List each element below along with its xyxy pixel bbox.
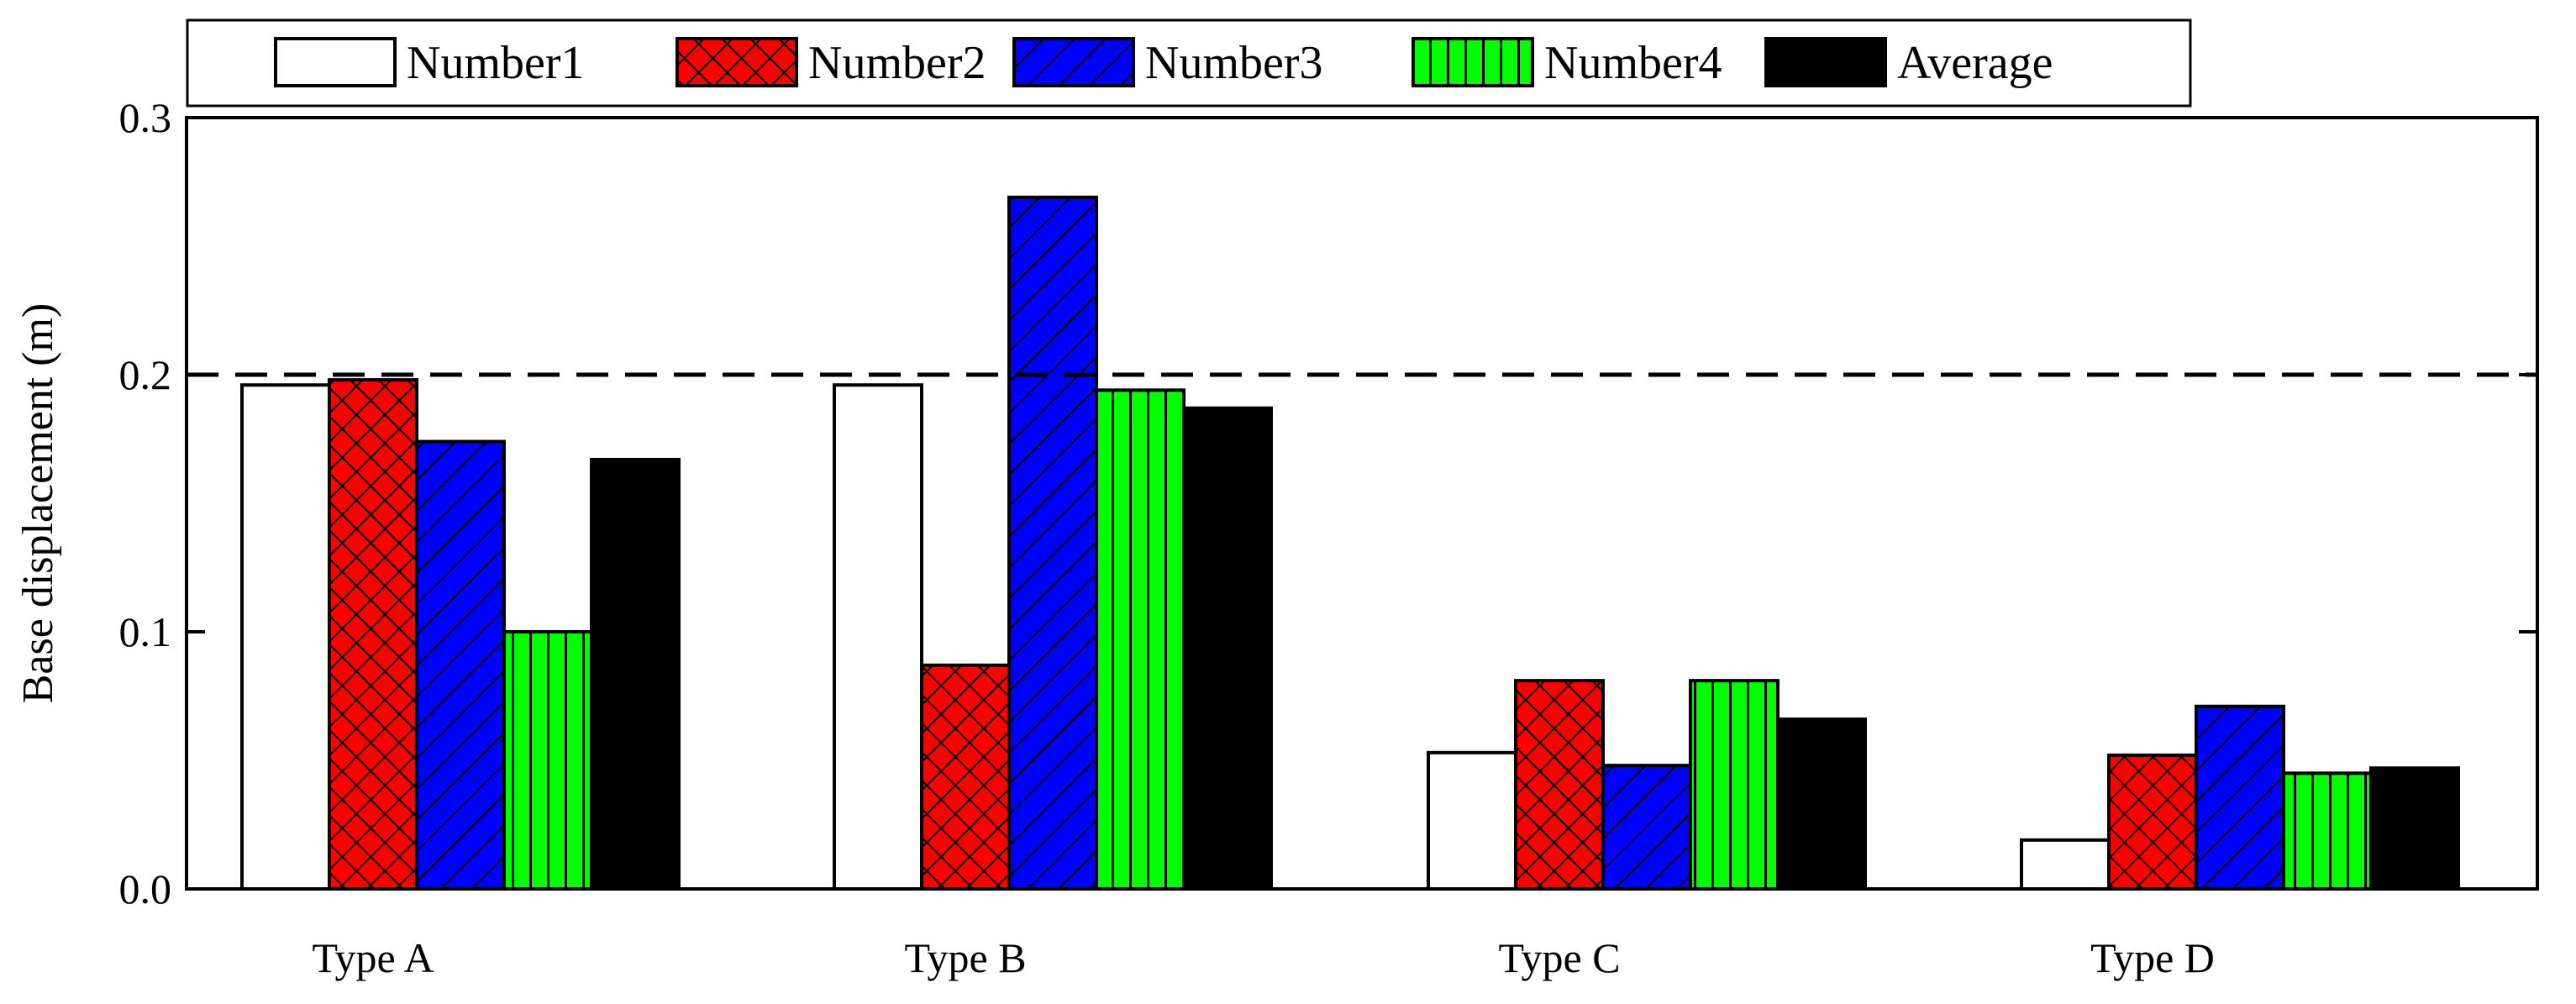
legend-swatch bbox=[1764, 37, 1887, 87]
bar-number4-type-c bbox=[1689, 679, 1780, 891]
legend-label: Number4 bbox=[1544, 37, 1722, 89]
legend: Number1 Number2 Number3 Number4 Average bbox=[274, 37, 2053, 89]
bar-number1-type-d bbox=[2020, 838, 2111, 891]
y-axis: 0.0 0.1 0.2 0.3 bbox=[119, 94, 2537, 912]
bar-number3-type-a bbox=[415, 439, 506, 891]
bar-average-type-c bbox=[1776, 718, 1867, 891]
bar-number1-type-c bbox=[1427, 750, 1517, 891]
x-tick-label: Type B bbox=[904, 934, 1026, 981]
y-tick-label: 0.3 bbox=[119, 94, 172, 141]
y-tick-label: 0.1 bbox=[119, 608, 172, 655]
bar-number3-type-c bbox=[1601, 764, 1692, 891]
bar-number2-type-d bbox=[2107, 753, 2198, 891]
x-tick-label: Type D bbox=[2090, 934, 2215, 981]
legend-swatch bbox=[274, 37, 397, 87]
bar-number1-type-b bbox=[833, 383, 923, 891]
legend-swatch bbox=[1012, 37, 1135, 87]
legend-label: Number2 bbox=[808, 37, 986, 89]
bar-number2-type-c bbox=[1514, 679, 1605, 891]
legend-swatch bbox=[1412, 37, 1534, 87]
bar-number4-type-d bbox=[2282, 771, 2373, 891]
bars bbox=[240, 195, 2460, 891]
bar-number3-type-b bbox=[1007, 195, 1098, 891]
bar-number3-type-d bbox=[2195, 704, 2285, 891]
x-tick-label: Type C bbox=[1498, 934, 1620, 981]
bar-number4-type-b bbox=[1095, 388, 1185, 891]
bar-average-type-b bbox=[1182, 406, 1273, 891]
plot-frame bbox=[185, 116, 2539, 891]
bar-number1-type-a bbox=[240, 383, 331, 891]
legend-label: Average bbox=[1897, 37, 2053, 89]
bar-number2-type-a bbox=[328, 378, 418, 891]
legend-label: Number3 bbox=[1145, 37, 1323, 89]
y-tick-label: 0.0 bbox=[119, 865, 172, 912]
bar-average-type-a bbox=[590, 457, 681, 891]
x-axis: Type A Type B Type C Type D bbox=[312, 934, 2214, 981]
bar-average-type-d bbox=[2369, 766, 2460, 891]
x-tick-label: Type A bbox=[312, 934, 434, 981]
bar-number2-type-b bbox=[920, 663, 1011, 891]
y-axis-label: Base displacement (m) bbox=[14, 303, 62, 704]
bar-number4-type-a bbox=[502, 630, 593, 891]
y-tick-label: 0.2 bbox=[119, 351, 172, 398]
legend-swatch bbox=[676, 37, 798, 87]
legend-label: Number1 bbox=[407, 37, 585, 89]
